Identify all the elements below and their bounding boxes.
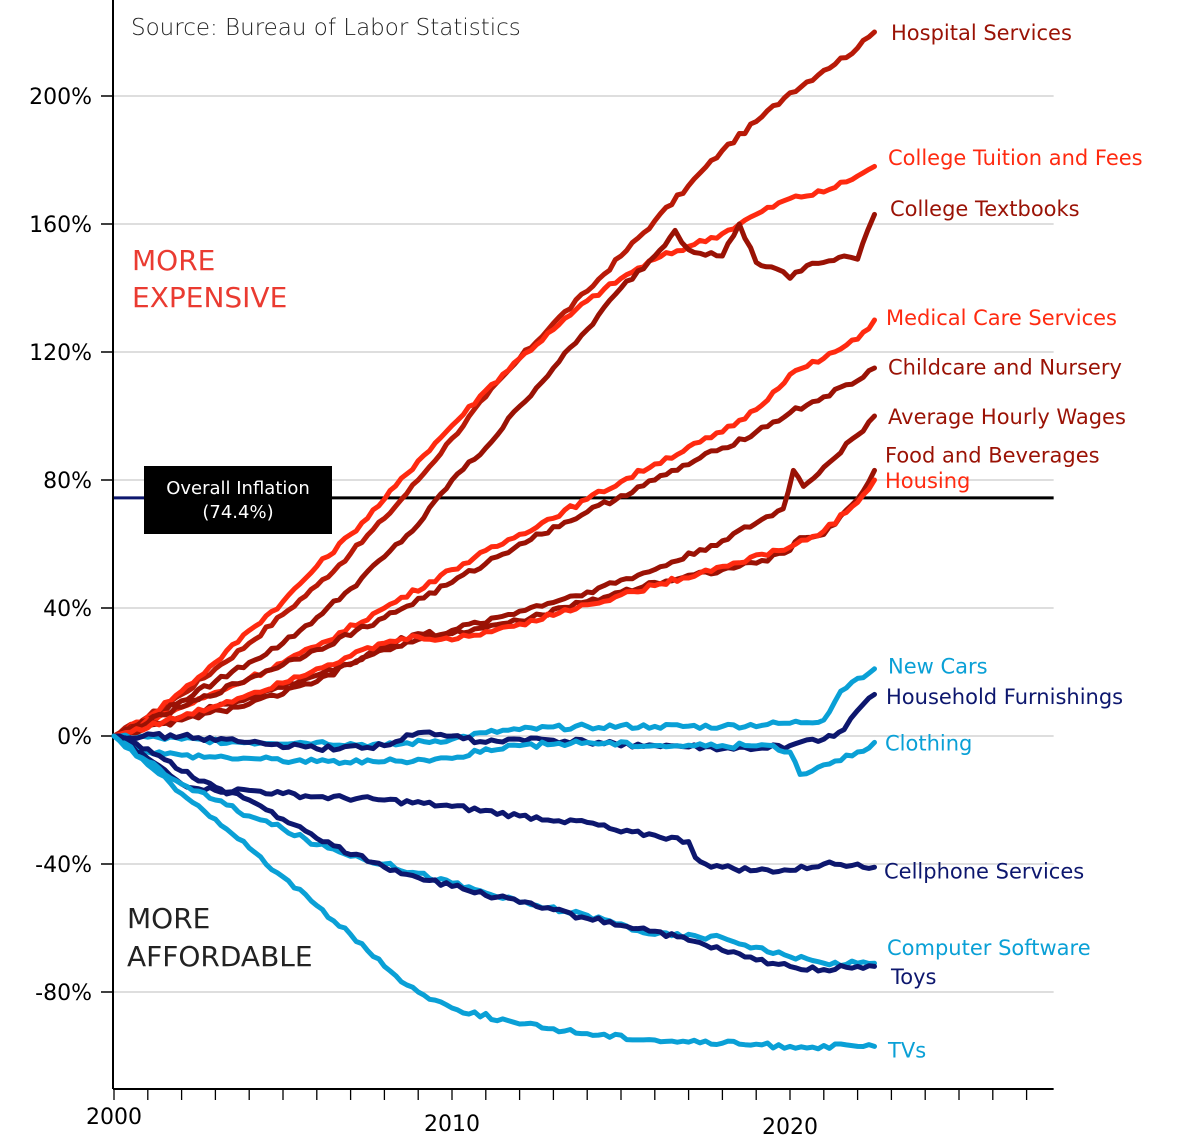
inflation-label-background xyxy=(144,466,332,534)
more-expensive-line2: EXPENSIVE xyxy=(132,281,287,314)
inflation-label-line1: Overall Inflation xyxy=(166,478,310,499)
series-label-new-cars: New Cars xyxy=(888,655,988,679)
y-tick-label: 120% xyxy=(29,341,92,366)
series-labels: Hospital Services College Tuition and Fee… xyxy=(884,21,1143,1063)
series-line-toys xyxy=(111,733,877,974)
y-tick-label: -80% xyxy=(35,981,92,1006)
series-label-toys: Toys xyxy=(890,965,936,989)
x-tick-label: 2010 xyxy=(424,1112,480,1137)
more-affordable-line1: MORE xyxy=(127,902,210,935)
more-expensive-line1: MORE xyxy=(132,244,215,277)
y-tick-label: 0% xyxy=(57,725,92,750)
axes xyxy=(112,0,1054,1090)
series-line-college-tuition-and-fees xyxy=(111,163,877,739)
series-label-hospital-services: Hospital Services xyxy=(891,21,1072,45)
more-affordable-line2: AFFORDABLE xyxy=(127,940,313,973)
y-axis-ticks: 200% 160% 120% 80% 40% 0% -40% -80% xyxy=(29,85,114,1006)
series-label-childcare-and-nursery: Childcare and Nursery xyxy=(888,355,1122,379)
source-note: Source: Bureau of Labor Statistics xyxy=(131,15,521,41)
series-line-household-furnishings xyxy=(111,691,877,753)
series-label-food-and-beverages: Food and Beverages xyxy=(885,443,1100,467)
x-tick-label: 2020 xyxy=(762,1115,818,1140)
series-lines xyxy=(111,29,877,1052)
series-line-clothing xyxy=(111,733,877,777)
series-label-college-tuition-and-fees: College Tuition and Fees xyxy=(888,146,1143,170)
y-tick-label: 200% xyxy=(29,85,92,110)
gridlines xyxy=(114,95,1054,993)
series-label-average-hourly-wages: Average Hourly Wages xyxy=(888,405,1126,429)
inflation-label-line2: (74.4%) xyxy=(202,502,273,523)
series-line-tvs xyxy=(111,733,877,1052)
series-line-cellphone-services xyxy=(111,733,877,875)
y-tick-label: 160% xyxy=(29,213,92,238)
series-label-clothing: Clothing xyxy=(885,731,972,755)
series-label-college-textbooks: College Textbooks xyxy=(890,197,1080,221)
series-line-average-hourly-wages xyxy=(111,413,877,739)
y-tick-label: 40% xyxy=(43,597,92,622)
y-tick-label: 80% xyxy=(43,469,92,494)
overall-inflation-box: Overall Inflation (74.4%) xyxy=(144,466,332,534)
annotations: MORE EXPENSIVE MORE AFFORDABLE xyxy=(127,244,313,973)
x-tick-label: 2000 xyxy=(86,1105,142,1130)
series-label-computer-software: Computer Software xyxy=(887,936,1091,960)
series-label-housing: Housing xyxy=(885,469,970,493)
series-line-childcare-and-nursery xyxy=(111,365,877,739)
x-axis-ticks: 2000 2010 2020 xyxy=(86,1089,1028,1140)
series-label-tvs: TVs xyxy=(887,1039,926,1063)
y-tick-label: -40% xyxy=(35,853,92,878)
series-label-cellphone-services: Cellphone Services xyxy=(884,859,1084,883)
series-label-medical-care-services: Medical Care Services xyxy=(886,306,1117,330)
series-line-computer-software xyxy=(111,733,877,969)
series-label-household-furnishings: Household Furnishings xyxy=(886,685,1123,709)
series-line-college-textbooks xyxy=(111,211,877,739)
series-line-housing xyxy=(111,477,877,739)
